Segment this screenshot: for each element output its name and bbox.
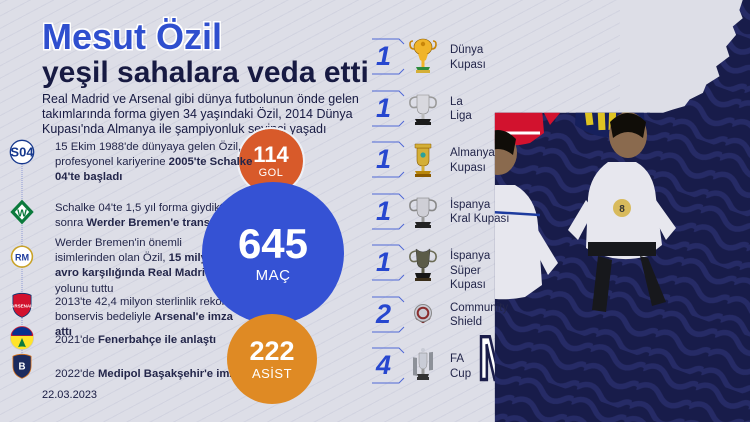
svg-text:B: B [18,361,25,372]
svg-text:ARSENAL: ARSENAL [11,304,33,309]
svg-text:W: W [17,209,27,220]
svg-text:8: 8 [619,204,625,215]
svg-text:S04: S04 [10,145,34,160]
svg-text:RM: RM [15,253,29,263]
